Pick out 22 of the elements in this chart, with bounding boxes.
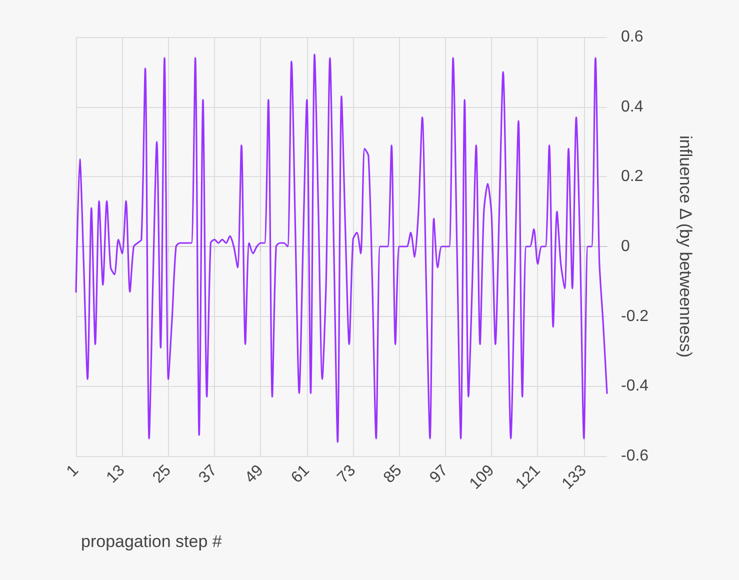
x-tick-label: 121 bbox=[512, 462, 544, 493]
y-tick-label: 0.6 bbox=[621, 28, 644, 46]
y-tick-label: -0.6 bbox=[621, 448, 649, 464]
x-tick-label: 109 bbox=[466, 462, 498, 493]
x-tick-label: 133 bbox=[559, 462, 590, 493]
x-tick-label: 61 bbox=[288, 462, 313, 487]
y-tick-label: 0.2 bbox=[621, 168, 644, 186]
x-tick-label: 25 bbox=[150, 462, 174, 487]
x-tick-label: 97 bbox=[426, 462, 452, 487]
x-tick-label: 13 bbox=[104, 462, 128, 487]
y-axis-title: influence Δ (by betweenness) bbox=[676, 135, 695, 358]
x-tick-label: 37 bbox=[196, 462, 221, 487]
y-tick-label: -0.4 bbox=[621, 378, 649, 395]
x-tick-label: 73 bbox=[334, 462, 360, 487]
x-axis-title: propagation step # bbox=[81, 532, 222, 551]
line-series bbox=[75, 54, 608, 443]
x-tick-label: 49 bbox=[242, 462, 267, 487]
x-tick-label: 1 bbox=[64, 462, 82, 480]
y-tick-label: 0.4 bbox=[621, 98, 644, 116]
y-tick-label: 0 bbox=[621, 238, 630, 255]
y-tick-label: -0.2 bbox=[621, 308, 649, 325]
x-tick-label: 85 bbox=[380, 462, 406, 487]
